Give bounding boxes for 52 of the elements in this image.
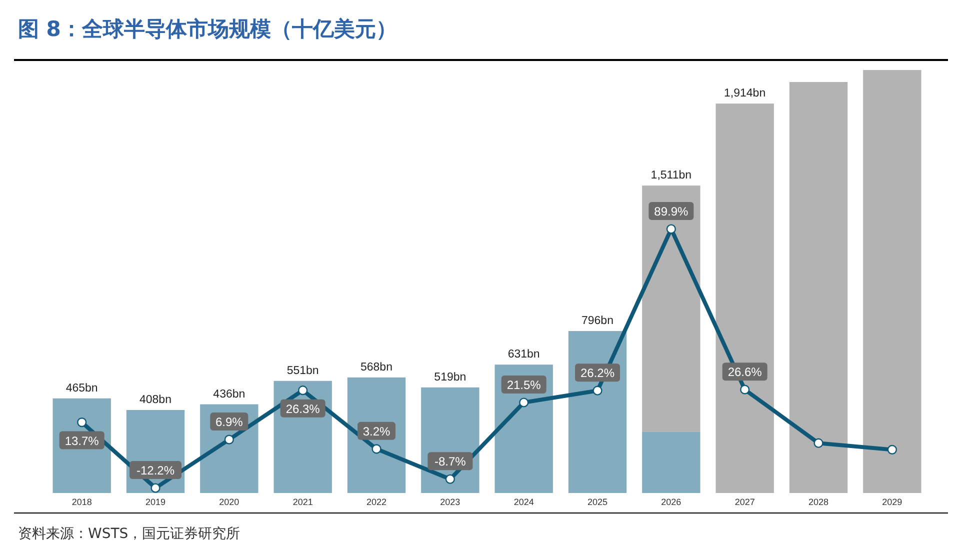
x-tick-label: 2024 bbox=[514, 497, 534, 507]
data-label: 408bn bbox=[140, 394, 172, 406]
data-label: 26.2% bbox=[580, 366, 615, 380]
point bbox=[77, 418, 87, 428]
data-label: 519bn bbox=[434, 371, 466, 384]
x-tick-label: 2029 bbox=[882, 497, 902, 507]
x-tick-label: 2022 bbox=[366, 497, 387, 507]
data-label: 465bn bbox=[66, 382, 98, 394]
data-label: 26.6% bbox=[728, 365, 762, 380]
point bbox=[887, 444, 897, 454]
point bbox=[150, 483, 160, 493]
bar bbox=[642, 432, 700, 493]
text: 资料来源：WSTS，国元证券研究所 bbox=[18, 526, 240, 542]
data-label: 568bn bbox=[360, 361, 392, 374]
bar bbox=[568, 331, 627, 493]
chart-title: 图 8：全球半导体市场规模（十亿美元） bbox=[18, 17, 397, 41]
x-tick-label: 2025 bbox=[587, 497, 608, 507]
point bbox=[592, 386, 602, 396]
x-tick-label: 2026 bbox=[661, 497, 682, 507]
data-label: 21.5% bbox=[506, 378, 542, 392]
x-tick-label: 2019 bbox=[145, 497, 166, 507]
data-label: 6.9% bbox=[215, 415, 244, 430]
data-label: -12.2% bbox=[136, 464, 175, 478]
data-label: 631bn bbox=[508, 348, 540, 361]
bar bbox=[789, 82, 848, 493]
bar bbox=[863, 70, 922, 493]
data-label: 796bn bbox=[582, 315, 614, 328]
point bbox=[445, 474, 455, 484]
bar bbox=[716, 104, 774, 493]
total-label: 1,511bn bbox=[650, 170, 692, 182]
data-label: 13.7% bbox=[64, 434, 100, 448]
x-tick-label: 2018 bbox=[72, 497, 92, 507]
point bbox=[666, 224, 676, 234]
x-tick-label: 2023 bbox=[440, 497, 460, 507]
data-label: 436bn bbox=[213, 388, 246, 400]
point bbox=[298, 386, 308, 396]
data-label: 551bn bbox=[286, 364, 319, 377]
data-label: 1,914bn bbox=[724, 88, 766, 100]
data-label: 3.2% bbox=[362, 424, 390, 438]
point bbox=[372, 444, 382, 454]
x-tick-label: 2021 bbox=[292, 497, 313, 507]
data-label: 26.3% bbox=[286, 402, 320, 416]
data-label: 89.9% bbox=[654, 204, 689, 218]
x-tick-label: 2020 bbox=[219, 497, 240, 507]
point bbox=[519, 398, 529, 408]
bar bbox=[642, 186, 700, 432]
point bbox=[224, 434, 234, 444]
point bbox=[740, 384, 750, 394]
x-tick-label: 2028 bbox=[808, 497, 829, 507]
data-label: -8.7% bbox=[434, 454, 466, 469]
point bbox=[814, 438, 824, 448]
x-tick-label: 2027 bbox=[734, 497, 755, 507]
